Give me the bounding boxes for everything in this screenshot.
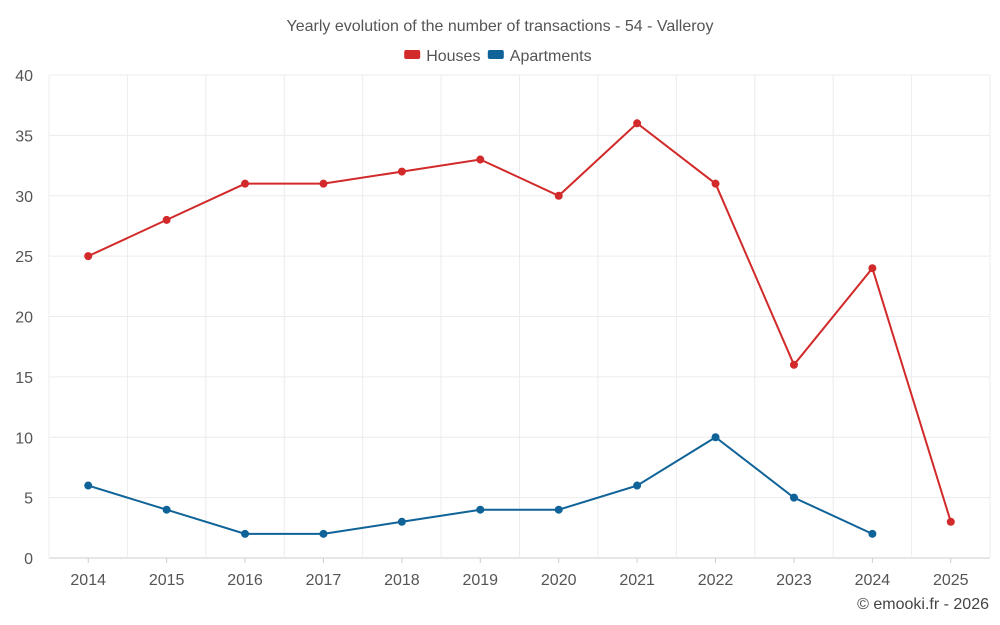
series-group [84,119,955,538]
apartments-point-2022[interactable] [711,433,720,442]
x-tick-label: 2025 [933,572,969,589]
apartments-point-2014[interactable] [84,481,93,490]
x-tick-label: 2015 [149,572,185,589]
x-tick-label: 2019 [462,572,498,589]
legend-label-houses[interactable]: Houses [426,48,480,65]
y-tick-label: 15 [15,370,33,387]
apartments-point-2024[interactable] [868,529,877,538]
x-tick-label: 2014 [70,572,106,589]
houses-point-2024[interactable] [868,264,877,273]
houses-line [87,121,952,523]
chart-title: Yearly evolution of the number of transa… [287,18,714,35]
y-tick-label: 0 [24,551,33,568]
y-tick-label: 25 [15,249,33,266]
legend: Houses Apartments [404,48,592,65]
apartments-point-2023[interactable] [789,493,798,502]
apartments-point-2019[interactable] [476,505,485,514]
houses-point-2023[interactable] [789,360,798,369]
x-tick-label: 2017 [306,572,342,589]
houses-point-2018[interactable] [397,167,406,176]
x-tick-label: 2021 [619,572,655,589]
y-tick-label: 30 [15,189,33,206]
y-tick-label: 20 [15,310,33,327]
x-tick-label: 2016 [227,572,263,589]
houses-point-2020[interactable] [554,191,563,200]
legend-label-apartments[interactable]: Apartments [510,48,592,65]
x-tick-label: 2023 [776,572,812,589]
apartments-point-2015[interactable] [162,505,171,514]
legend-swatch-houses [404,50,421,59]
x-tick-label: 2024 [855,572,891,589]
x-tick-label: 2022 [698,572,734,589]
houses-point-2022[interactable] [711,179,720,188]
x-tick-label: 2018 [384,572,420,589]
x-axis: 2014 2015 2016 2017 2018 2019 2020 2021 2022 2023… [70,558,969,589]
houses-point-2015[interactable] [162,215,171,224]
apartments-point-2017[interactable] [319,529,328,538]
houses-point-2016[interactable] [241,179,250,188]
houses-point-2021[interactable] [633,119,642,128]
series-houses [84,119,955,526]
credit-text: © emooki.fr - 2026 [857,596,989,613]
y-tick-label: 35 [15,128,33,145]
legend-swatch-apartments [487,50,504,59]
houses-point-2025[interactable] [946,517,955,526]
apartments-point-2020[interactable] [554,505,563,514]
grid [48,74,991,559]
houses-point-2019[interactable] [476,155,485,164]
y-tick-label: 10 [15,430,33,447]
y-tick-label: 5 [24,491,33,508]
apartments-point-2016[interactable] [241,529,250,538]
apartments-point-2021[interactable] [633,481,642,490]
series-apartments [84,433,877,538]
y-tick-label: 40 [15,68,33,85]
houses-point-2014[interactable] [84,252,93,261]
x-tick-label: 2020 [541,572,577,589]
houses-point-2017[interactable] [319,179,328,188]
apartments-point-2018[interactable] [397,517,406,526]
y-axis: 0 5 10 15 20 25 30 35 40 [15,68,33,568]
